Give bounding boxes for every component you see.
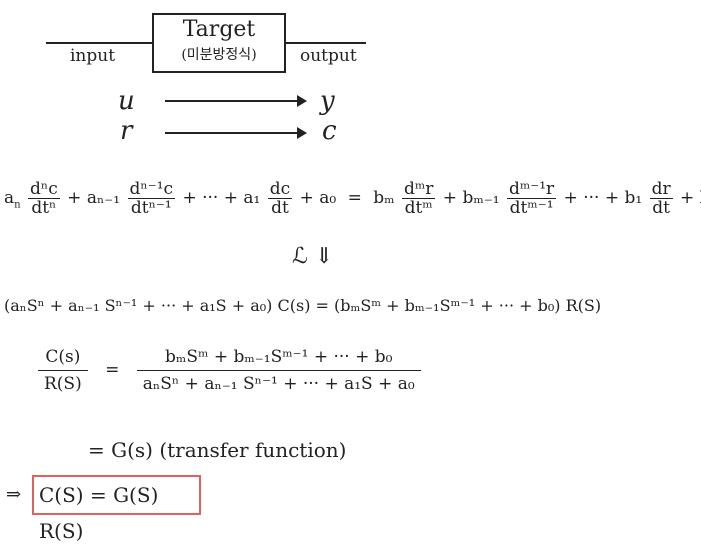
- final-implies-arrow: ⇒: [6, 484, 22, 505]
- arrow-r-to-c: [165, 127, 307, 139]
- ode-frac-2: dⁿ⁻¹c dtⁿ⁻¹: [127, 179, 176, 218]
- target-block: Target (미분방정식): [152, 13, 286, 73]
- input-label: input: [70, 46, 116, 66]
- ode-frac-6: dr dt: [649, 179, 673, 218]
- tf-rhs-frac: bₘSᵐ + bₘ₋₁Sᵐ⁻¹ + ··· + b₀ aₙSⁿ + aₙ₋₁ S…: [136, 344, 421, 397]
- input-line: [46, 42, 152, 44]
- ode-frac-4: dᵐr dtᵐ: [401, 179, 436, 218]
- output-line: [286, 42, 366, 44]
- arrow-u-to-y: [165, 95, 307, 107]
- transfer-function-result: = G(s) (transfer function): [88, 438, 347, 462]
- transfer-function-equation: C(s) R(S) = bₘSᵐ + bₘ₋₁Sᵐ⁻¹ + ··· + b₀ a…: [36, 344, 423, 397]
- tf-lhs-frac: C(s) R(S): [38, 344, 88, 397]
- ode-equation: an dⁿc dtⁿ + aₙ₋₁ dⁿ⁻¹c dtⁿ⁻¹ + ··· + a₁…: [4, 179, 701, 218]
- output-label: output: [300, 46, 357, 66]
- final-boxed-result: C(S) = G(S) R(S): [32, 475, 201, 543]
- target-subtitle: (미분방정식): [181, 47, 257, 63]
- laplace-equation: (aₙSⁿ + aₙ₋₁ Sⁿ⁻¹ + ··· + a₁S + a₀) C(s)…: [4, 296, 602, 315]
- ode-frac-3: dc dt: [267, 179, 293, 218]
- ode-frac-1: dⁿc dtⁿ: [28, 179, 60, 218]
- signal-y: y: [320, 86, 335, 116]
- ode-frac-5: dᵐ⁻¹r dtᵐ⁻¹: [506, 179, 557, 218]
- laplace-transform-symbol: ℒ ⇓: [292, 244, 334, 269]
- signal-c: c: [322, 116, 337, 146]
- signal-r: r: [120, 116, 133, 146]
- ode-coeff-an: an: [4, 188, 21, 211]
- target-title: Target: [182, 17, 256, 42]
- signal-u: u: [118, 86, 135, 116]
